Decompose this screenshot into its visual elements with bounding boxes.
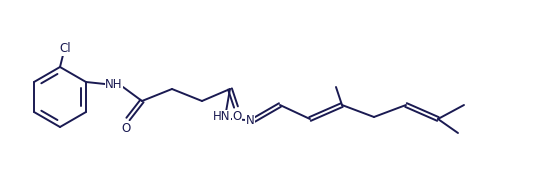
Text: N: N — [246, 115, 254, 127]
Text: O: O — [121, 121, 131, 135]
Text: NH: NH — [105, 78, 123, 92]
Text: HN: HN — [213, 111, 231, 124]
Text: Cl: Cl — [59, 43, 71, 55]
Text: O: O — [232, 111, 242, 124]
